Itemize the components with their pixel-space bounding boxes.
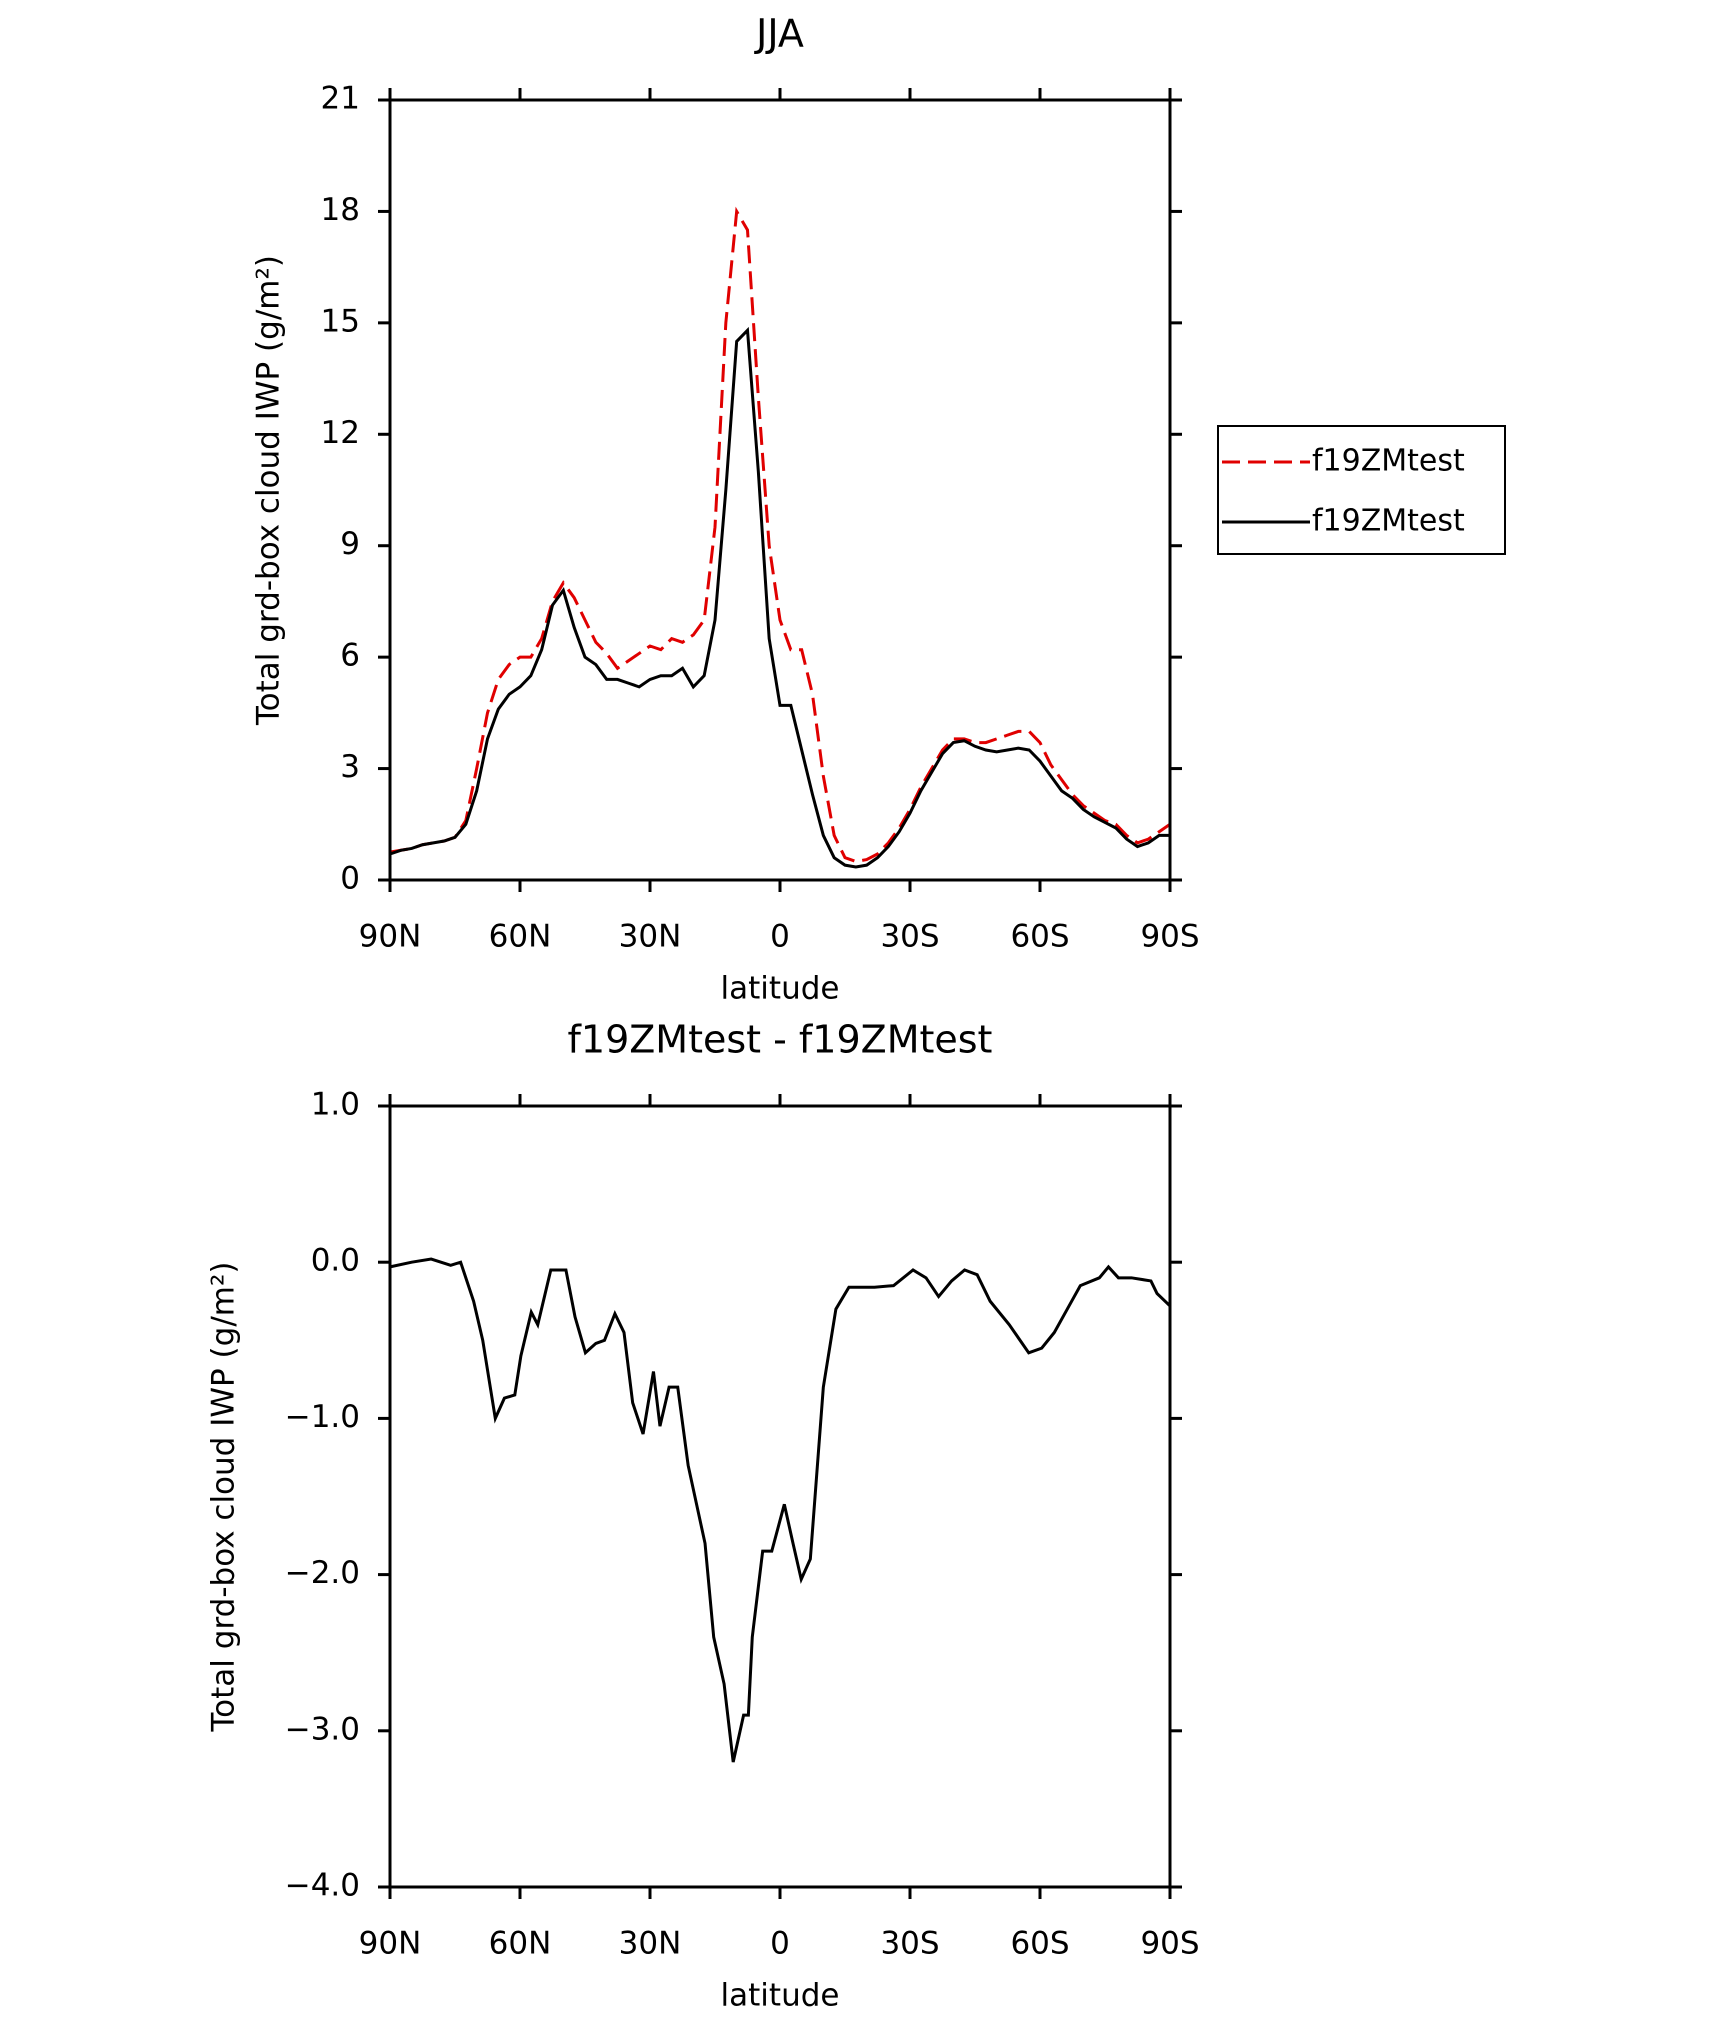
x-tick-label: 30S: [880, 1926, 939, 1962]
x-tick-label: 90S: [1140, 1926, 1199, 1962]
y-tick-label: 21: [321, 81, 360, 117]
y-tick-label: −3.0: [285, 1711, 360, 1747]
y-tick-label: 0: [340, 861, 360, 897]
x-tick-label: 30N: [619, 919, 682, 955]
y-tick-label: 6: [340, 638, 360, 674]
data-line: [389, 1257, 1172, 1763]
y-tick-label: 0.0: [311, 1243, 360, 1279]
y-tick-label: 3: [340, 749, 360, 785]
y-axis-label: Total grd-box cloud IWP (g/m²): [206, 1262, 242, 1733]
y-tick-label: 18: [321, 192, 360, 228]
plot-frame: [388, 1104, 1172, 1889]
x-tick-label: 30N: [619, 1926, 682, 1962]
x-tick-label: 90N: [359, 1926, 422, 1962]
x-tick-label: 90N: [359, 919, 422, 955]
legend-label: f19ZMtest: [1312, 444, 1465, 479]
y-tick-label: 9: [340, 526, 360, 562]
legend-box: [1217, 425, 1506, 555]
y-tick-label: 12: [321, 415, 360, 451]
data-line: [389, 206, 1171, 863]
x-tick-label: 30S: [880, 919, 939, 955]
y-tick-label: −2.0: [285, 1555, 360, 1591]
x-tick-label: 60N: [489, 919, 552, 955]
plot-frame: [388, 98, 1172, 882]
x-tick-label: 90S: [1140, 919, 1199, 955]
y-tick-label: −4.0: [285, 1868, 360, 1904]
y-tick-label: 1.0: [311, 1087, 360, 1123]
chart-title: f19ZMtest - f19ZMtest: [568, 1018, 993, 1062]
x-tick-label: 0: [770, 1926, 790, 1962]
legend-label: f19ZMtest: [1312, 504, 1465, 539]
y-tick-label: −1.0: [285, 1399, 360, 1435]
x-tick-label: 60S: [1010, 919, 1069, 955]
y-axis-label: Total grd-box cloud IWP (g/m²): [251, 255, 287, 726]
chart-title: JJA: [754, 12, 804, 56]
x-axis-label: latitude: [721, 971, 840, 1007]
x-tick-label: 60N: [489, 1926, 552, 1962]
x-tick-label: 60S: [1010, 1926, 1069, 1962]
y-tick-label: 15: [321, 303, 360, 339]
x-axis-label: latitude: [721, 1978, 840, 2014]
data-line: [389, 326, 1170, 869]
x-tick-label: 0: [770, 919, 790, 955]
